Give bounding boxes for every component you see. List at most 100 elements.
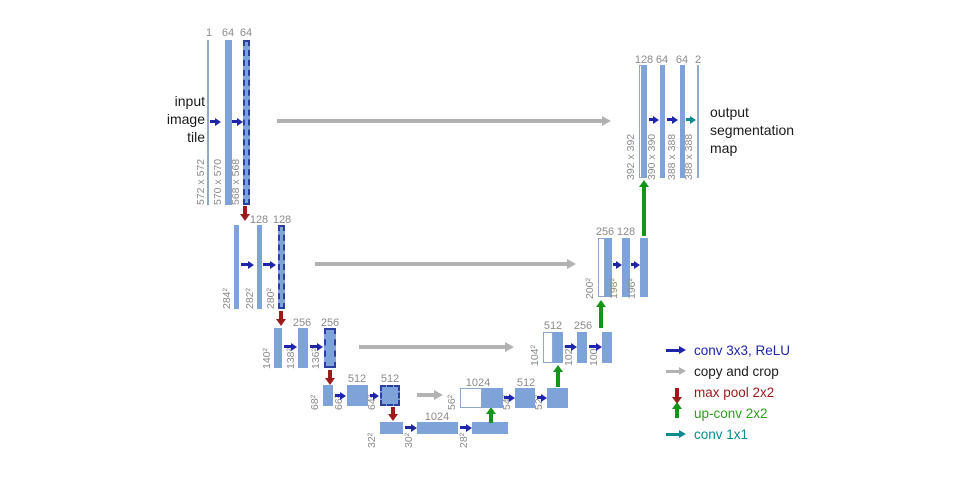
feature-map-bar bbox=[553, 332, 563, 363]
conv3x3-arrow bbox=[310, 342, 323, 351]
conv1x1-arrow bbox=[686, 115, 696, 124]
copy-source-bar bbox=[278, 225, 285, 309]
legend-item-conv1x1: conv 1x1 bbox=[666, 425, 790, 443]
copy-source-bar bbox=[243, 40, 250, 205]
feature-map-bar bbox=[347, 385, 368, 406]
feature-map-bar bbox=[680, 65, 685, 178]
channel-count-label: 512 bbox=[347, 373, 367, 385]
max-pool-arrow bbox=[276, 311, 286, 326]
map-size-label: 280² bbox=[265, 287, 277, 309]
map-size-label: 32² bbox=[366, 432, 378, 448]
map-size-label: 68² bbox=[309, 394, 321, 410]
conv3x3-arrow bbox=[589, 342, 602, 351]
conv3x3-arrow bbox=[649, 115, 659, 124]
feature-map-bar bbox=[640, 238, 648, 297]
map-size-label: 138² bbox=[285, 347, 297, 369]
max-pool-arrow bbox=[388, 407, 398, 421]
map-size-label: 388 x 388 bbox=[683, 133, 695, 180]
map-size-label: 196² bbox=[626, 277, 638, 299]
copied-feature-map bbox=[543, 332, 553, 363]
conv3x3-arrow bbox=[504, 393, 515, 402]
legend-label: max pool 2x2 bbox=[694, 384, 775, 400]
channel-count-label: 256 bbox=[595, 226, 615, 238]
feature-map-bar bbox=[225, 40, 232, 205]
conv3x3-arrow bbox=[284, 342, 297, 351]
feature-map-bar bbox=[380, 422, 403, 434]
max-pool-arrow-icon bbox=[672, 387, 682, 404]
channel-count-label: 256 bbox=[573, 320, 593, 332]
map-size-label: 570 x 570 bbox=[212, 158, 224, 205]
feature-map-bar bbox=[602, 332, 612, 363]
output-map-bar bbox=[697, 65, 699, 178]
feature-map-bar bbox=[323, 385, 333, 406]
conv3x3-arrow bbox=[631, 260, 640, 269]
channel-count-label: 2 bbox=[694, 54, 702, 66]
feature-map-bar bbox=[482, 388, 503, 408]
feature-map-bar bbox=[515, 388, 535, 408]
conv1x1-arrow-icon bbox=[666, 430, 686, 438]
feature-map-bar bbox=[298, 328, 308, 368]
conv3x3-arrow bbox=[667, 115, 678, 124]
conv3x3-arrow bbox=[335, 391, 346, 400]
conv3x3-arrow bbox=[565, 342, 577, 351]
input-image-bar bbox=[207, 40, 209, 205]
map-size-label: 200² bbox=[584, 277, 596, 299]
feature-map-bar bbox=[605, 238, 612, 297]
map-size-label: 30² bbox=[403, 432, 415, 448]
legend-item-copy-crop: copy and crop bbox=[666, 362, 790, 380]
feature-map-bar bbox=[642, 65, 647, 178]
feature-map-bar bbox=[257, 225, 262, 309]
channel-count-label: 64 bbox=[221, 27, 235, 39]
copied-feature-map bbox=[598, 238, 605, 297]
channel-count-label: 1024 bbox=[465, 377, 491, 389]
feature-map-bar bbox=[660, 65, 665, 178]
legend-item-max-pool: max pool 2x2 bbox=[666, 383, 790, 404]
map-size-label: 572 x 572 bbox=[195, 158, 207, 205]
map-size-label: 392 x 392 bbox=[625, 133, 637, 180]
conv3x3-arrow bbox=[613, 260, 622, 269]
copy-crop-arrow bbox=[315, 259, 576, 269]
up-conv-arrow bbox=[596, 300, 606, 328]
map-size-label: 56² bbox=[446, 394, 458, 410]
conv3x3-arrow bbox=[241, 260, 254, 269]
feature-map-bar bbox=[417, 422, 458, 434]
conv3x3-arrow bbox=[460, 423, 472, 432]
map-size-label: 198² bbox=[608, 277, 620, 299]
copied-feature-map bbox=[639, 65, 642, 178]
channel-count-label: 128 bbox=[616, 226, 636, 238]
map-size-label: 28² bbox=[458, 432, 470, 448]
copy-crop-arrow bbox=[277, 116, 611, 126]
up-conv-arrow-icon bbox=[672, 401, 682, 418]
input-image-tile-label: input image tile bbox=[166, 93, 205, 145]
channel-count-label: 128 bbox=[634, 54, 654, 66]
legend-item-conv3x3: conv 3x3, ReLU bbox=[666, 341, 790, 359]
feature-map-bar bbox=[622, 238, 630, 297]
conv3x3-arrow bbox=[263, 260, 276, 269]
channel-count-label: 1 bbox=[205, 27, 213, 39]
channel-count-label: 512 bbox=[543, 320, 563, 332]
up-conv-arrow bbox=[486, 407, 496, 423]
feature-map-bar bbox=[274, 328, 282, 368]
channel-count-label: 1024 bbox=[424, 411, 450, 423]
feature-map-bar bbox=[234, 225, 239, 309]
channel-count-label: 128 bbox=[272, 214, 292, 226]
copy-source-bar bbox=[324, 328, 336, 368]
legend-label: copy and crop bbox=[694, 363, 779, 379]
feature-map-bar bbox=[577, 332, 587, 363]
map-size-label: 136² bbox=[310, 347, 322, 369]
map-size-label: 282² bbox=[244, 287, 256, 309]
map-size-label: 140² bbox=[261, 347, 273, 369]
legend-item-up-conv: up-conv 2x2 bbox=[666, 401, 790, 422]
map-size-label: 284² bbox=[221, 287, 233, 309]
channel-count-label: 256 bbox=[320, 317, 340, 329]
channel-count-label: 64 bbox=[239, 27, 253, 39]
channel-count-label: 512 bbox=[380, 373, 400, 385]
copy-crop-arrow bbox=[417, 390, 443, 400]
output-segmentation-map-label: output segmentation map bbox=[710, 104, 795, 156]
legend: conv 3x3, ReLU copy and crop max pool 2x… bbox=[666, 341, 790, 446]
channel-count-label: 64 bbox=[655, 54, 669, 66]
copy-source-bar bbox=[380, 385, 400, 406]
conv3x3-arrow bbox=[210, 117, 221, 126]
map-size-label: 388 x 388 bbox=[666, 133, 678, 180]
